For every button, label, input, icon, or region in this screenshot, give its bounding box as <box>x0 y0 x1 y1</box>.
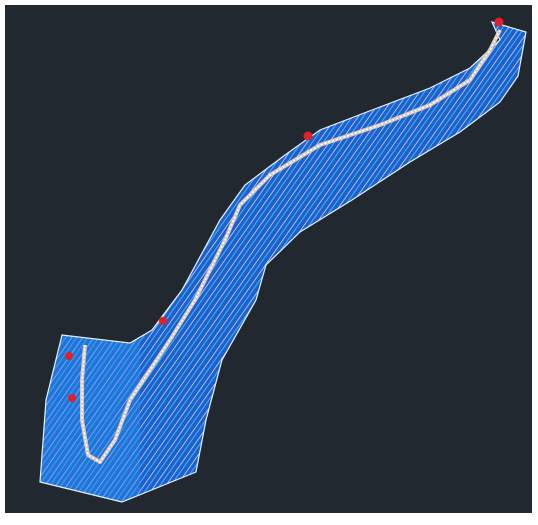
marker <box>65 352 73 360</box>
marker <box>495 18 504 27</box>
page <box>0 0 538 525</box>
marker <box>68 394 76 402</box>
cad-viewport <box>0 0 538 525</box>
marker <box>304 132 313 141</box>
marker <box>159 317 167 325</box>
